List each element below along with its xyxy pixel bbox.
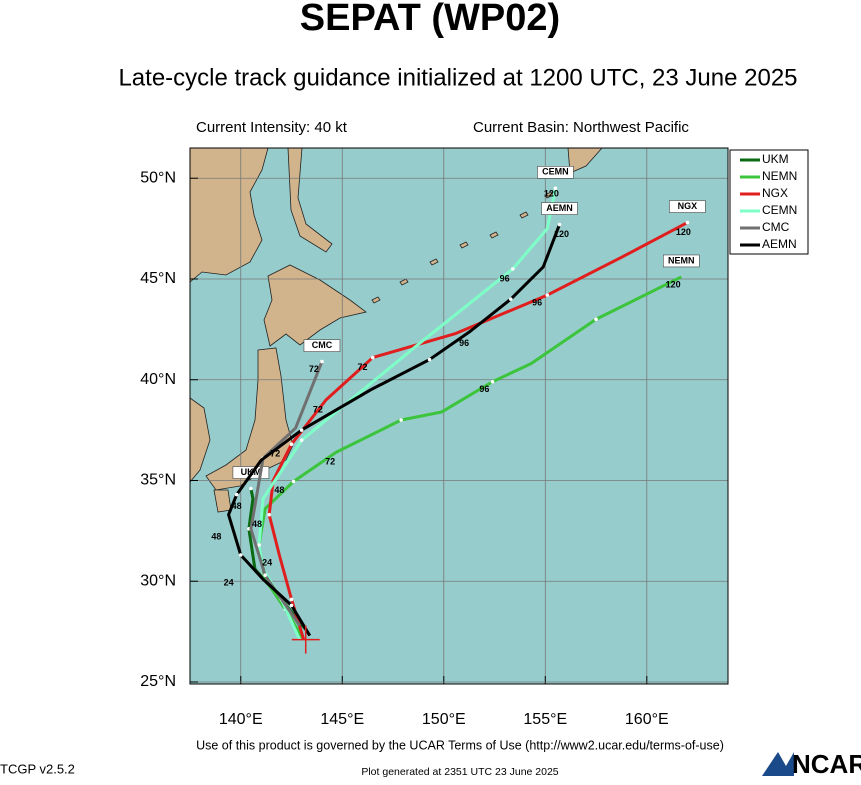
track-point xyxy=(685,220,690,225)
title: SEPAT (WP02) xyxy=(300,0,560,39)
track-point xyxy=(490,379,495,384)
track-point xyxy=(553,186,558,191)
hour-label: 120 xyxy=(666,279,681,289)
hour-label: 24 xyxy=(224,578,234,588)
track-point xyxy=(234,492,239,497)
track-point xyxy=(427,357,432,362)
track-point xyxy=(299,428,304,432)
hour-label: 96 xyxy=(500,273,510,283)
end-label: CEMN xyxy=(542,167,569,177)
hour-label: 72 xyxy=(325,457,335,467)
legend xyxy=(729,149,809,255)
y-tick-label: 40°N xyxy=(140,371,176,388)
hour-label: 96 xyxy=(532,298,542,308)
end-label: NEMN xyxy=(668,255,695,265)
track-point xyxy=(399,418,403,422)
x-tick-label: 150°E xyxy=(422,711,466,728)
y-tick-label: 25°N xyxy=(140,673,176,690)
x-tick-label: 145°E xyxy=(320,711,364,728)
legend-label: AEMN xyxy=(762,237,797,251)
hour-label: 72 xyxy=(309,364,319,374)
hour-label: 48 xyxy=(274,485,284,495)
initial-position xyxy=(291,625,320,654)
logo: NCAR xyxy=(792,749,861,779)
end-label: AEMN xyxy=(546,203,573,213)
track-point xyxy=(508,297,513,301)
end-label-box xyxy=(541,202,578,215)
legend-label: CMC xyxy=(762,220,790,234)
track-point xyxy=(545,293,550,297)
track-point xyxy=(289,603,294,608)
x-tick-label: 160°E xyxy=(625,711,669,728)
hour-label: 96 xyxy=(479,384,489,394)
end-label: NGX xyxy=(678,201,698,211)
track-line xyxy=(227,224,561,637)
end-label: UKM xyxy=(241,467,262,477)
logo-mark xyxy=(762,752,794,776)
x-tick-label: 155°E xyxy=(523,711,567,728)
hour-label: 96 xyxy=(459,338,469,348)
hour-label: 120 xyxy=(676,227,691,237)
hour-label: 72 xyxy=(313,404,323,414)
end-label-box xyxy=(303,339,341,352)
basin: Current Basin: Northwest Pacific xyxy=(473,119,689,136)
hour-label: 120 xyxy=(554,229,569,239)
hour-label: 48 xyxy=(232,501,242,511)
track-point xyxy=(370,355,375,360)
track-line xyxy=(267,221,689,641)
track-point xyxy=(263,573,267,577)
track-point xyxy=(267,512,271,517)
track-point xyxy=(257,543,261,547)
track-point xyxy=(249,486,253,491)
subtitle: Late-cycle track guidance initialized at… xyxy=(118,64,797,91)
end-label-box xyxy=(537,166,574,179)
track-point xyxy=(291,479,296,484)
hour-label: 72 xyxy=(270,449,280,459)
hour-label: 120 xyxy=(544,189,559,199)
end-label: CMC xyxy=(312,340,333,350)
legend-label: UKM xyxy=(762,152,789,166)
track-point xyxy=(238,553,243,557)
legend-label: CEMN xyxy=(762,203,797,217)
y-tick-label: 30°N xyxy=(140,572,176,589)
hour-label: 48 xyxy=(252,519,262,529)
track-point xyxy=(594,317,598,322)
end-label-box xyxy=(663,254,700,268)
track-point xyxy=(299,438,304,442)
footer: Use of this product is governed by the U… xyxy=(196,738,724,752)
y-tick-label: 35°N xyxy=(140,472,176,489)
track-line xyxy=(249,361,324,627)
version: TCGP v2.5.2 xyxy=(0,761,75,776)
track-point xyxy=(320,359,324,364)
track-point xyxy=(511,267,515,271)
end-label-box xyxy=(669,200,706,213)
legend-label: NGX xyxy=(762,186,788,200)
y-tick-label: 45°N xyxy=(140,270,176,287)
y-tick-label: 50°N xyxy=(140,169,176,186)
track-point xyxy=(557,222,562,227)
track-point xyxy=(289,597,294,602)
legend-label: NEMN xyxy=(762,169,797,183)
generated: Plot generated at 2351 UTC 23 June 2025 xyxy=(361,766,558,778)
x-tick-label: 140°E xyxy=(219,711,263,728)
hour-label: 72 xyxy=(358,362,368,372)
hour-label: 24 xyxy=(262,557,272,567)
intensity: Current Intensity: 40 kt xyxy=(196,119,348,136)
hour-label: 48 xyxy=(211,531,221,541)
plot-frame xyxy=(189,147,729,685)
track-point xyxy=(289,442,294,447)
